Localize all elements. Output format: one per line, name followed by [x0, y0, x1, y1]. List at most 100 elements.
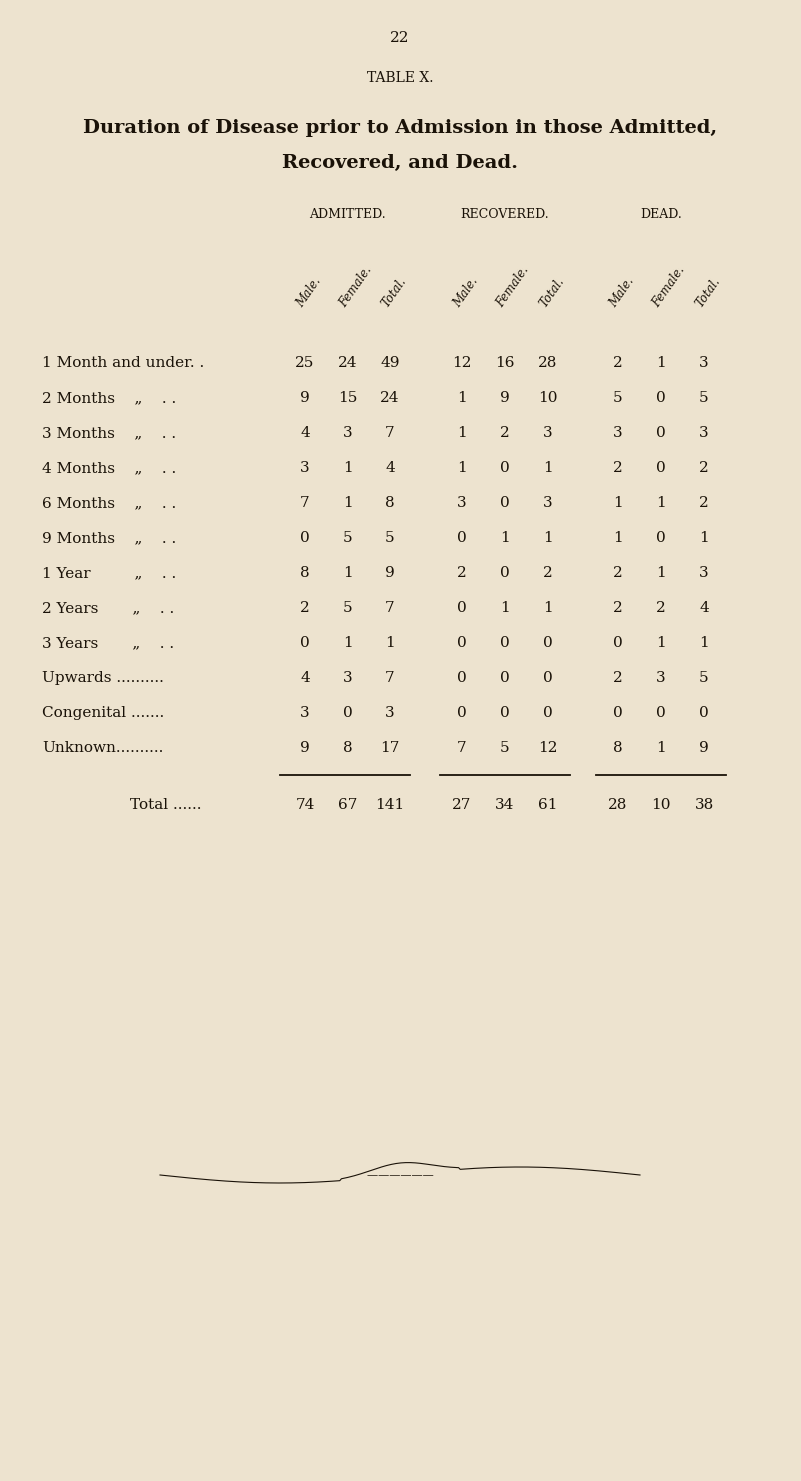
Text: 1 Year         „    . .: 1 Year „ . .	[42, 566, 176, 581]
Text: 22: 22	[390, 31, 410, 44]
Text: Congenital .......: Congenital .......	[42, 706, 164, 720]
Text: 1: 1	[500, 601, 510, 615]
Text: 1: 1	[500, 532, 510, 545]
Text: 0: 0	[300, 532, 310, 545]
Text: 1: 1	[699, 532, 709, 545]
Text: 4 Months    „    . .: 4 Months „ . .	[42, 461, 176, 475]
Text: Total.: Total.	[380, 275, 409, 310]
Text: 0: 0	[500, 671, 510, 686]
Text: 7: 7	[300, 496, 310, 509]
Text: 2: 2	[613, 601, 623, 615]
Text: 28: 28	[538, 355, 557, 370]
Text: 3: 3	[614, 427, 623, 440]
Text: 4: 4	[300, 427, 310, 440]
Text: DEAD.: DEAD.	[640, 209, 682, 222]
Text: Upwards ..........: Upwards ..........	[42, 671, 164, 686]
Text: 7: 7	[385, 427, 395, 440]
Text: 1: 1	[656, 740, 666, 755]
Text: 1: 1	[343, 461, 353, 475]
Text: 0: 0	[457, 532, 467, 545]
Text: 4: 4	[300, 671, 310, 686]
Text: Male.: Male.	[451, 275, 481, 310]
Text: RECOVERED.: RECOVERED.	[461, 209, 549, 222]
Text: 1: 1	[656, 635, 666, 650]
Text: 1: 1	[343, 635, 353, 650]
Text: Unknown..........: Unknown..........	[42, 740, 163, 755]
Text: 1: 1	[543, 461, 553, 475]
Text: 6 Months    „    . .: 6 Months „ . .	[42, 496, 176, 509]
Text: ADMITTED.: ADMITTED.	[308, 209, 385, 222]
Text: 2: 2	[457, 566, 467, 581]
Text: TABLE X.: TABLE X.	[367, 71, 433, 84]
Text: 0: 0	[500, 706, 510, 720]
Text: 1: 1	[656, 566, 666, 581]
Text: 1: 1	[385, 635, 395, 650]
Text: 3: 3	[699, 427, 709, 440]
Text: 5: 5	[699, 671, 709, 686]
Text: 10: 10	[538, 391, 557, 404]
Text: 67: 67	[338, 798, 358, 812]
Text: 8: 8	[614, 740, 623, 755]
Text: 2: 2	[699, 496, 709, 509]
Text: 0: 0	[300, 635, 310, 650]
Text: Female.: Female.	[650, 264, 688, 310]
Text: 0: 0	[457, 671, 467, 686]
Text: 1: 1	[613, 496, 623, 509]
Text: 1: 1	[457, 391, 467, 404]
Text: 16: 16	[495, 355, 515, 370]
Text: 2: 2	[613, 566, 623, 581]
Text: 4: 4	[385, 461, 395, 475]
Text: 0: 0	[500, 635, 510, 650]
Text: 2: 2	[613, 355, 623, 370]
Text: 3: 3	[343, 671, 352, 686]
Text: 24: 24	[338, 355, 358, 370]
Text: 0: 0	[656, 461, 666, 475]
Text: 17: 17	[380, 740, 400, 755]
Text: 74: 74	[296, 798, 315, 812]
Text: 3: 3	[543, 496, 553, 509]
Text: Male.: Male.	[607, 275, 638, 310]
Text: 9: 9	[385, 566, 395, 581]
Text: 0: 0	[343, 706, 353, 720]
Text: 5: 5	[385, 532, 395, 545]
Text: Total ......: Total ......	[130, 798, 202, 812]
Text: 0: 0	[500, 566, 510, 581]
Text: Total.: Total.	[694, 275, 723, 310]
Text: 49: 49	[380, 355, 400, 370]
Text: 0: 0	[457, 635, 467, 650]
Text: 34: 34	[495, 798, 515, 812]
Text: 1: 1	[343, 566, 353, 581]
Text: 5: 5	[343, 601, 352, 615]
Text: 1: 1	[613, 532, 623, 545]
Text: 5: 5	[699, 391, 709, 404]
Text: 7: 7	[385, 671, 395, 686]
Text: 3: 3	[343, 427, 352, 440]
Text: 9 Months    „    . .: 9 Months „ . .	[42, 532, 176, 545]
Text: 0: 0	[500, 461, 510, 475]
Text: 3 Months    „    . .: 3 Months „ . .	[42, 427, 176, 440]
Text: 9: 9	[300, 391, 310, 404]
Text: 0: 0	[613, 635, 623, 650]
Text: Duration of Disease prior to Admission in those Admitted,: Duration of Disease prior to Admission i…	[83, 118, 717, 138]
Text: 3 Years       „    . .: 3 Years „ . .	[42, 635, 174, 650]
Text: 0: 0	[457, 706, 467, 720]
Text: 1: 1	[457, 461, 467, 475]
Text: 0: 0	[699, 706, 709, 720]
Text: Male.: Male.	[294, 275, 324, 310]
Text: 4: 4	[699, 601, 709, 615]
Text: 2: 2	[613, 461, 623, 475]
Text: 5: 5	[500, 740, 509, 755]
Text: 3: 3	[656, 671, 666, 686]
Text: 2: 2	[300, 601, 310, 615]
Text: 10: 10	[651, 798, 670, 812]
Text: 0: 0	[656, 706, 666, 720]
Text: 8: 8	[343, 740, 352, 755]
Text: 0: 0	[613, 706, 623, 720]
Text: 1 Month and under. .: 1 Month and under. .	[42, 355, 204, 370]
Text: 0: 0	[656, 532, 666, 545]
Text: 12: 12	[538, 740, 557, 755]
Text: 5: 5	[343, 532, 352, 545]
Text: 141: 141	[376, 798, 405, 812]
Text: 5: 5	[614, 391, 623, 404]
Text: 0: 0	[500, 496, 510, 509]
